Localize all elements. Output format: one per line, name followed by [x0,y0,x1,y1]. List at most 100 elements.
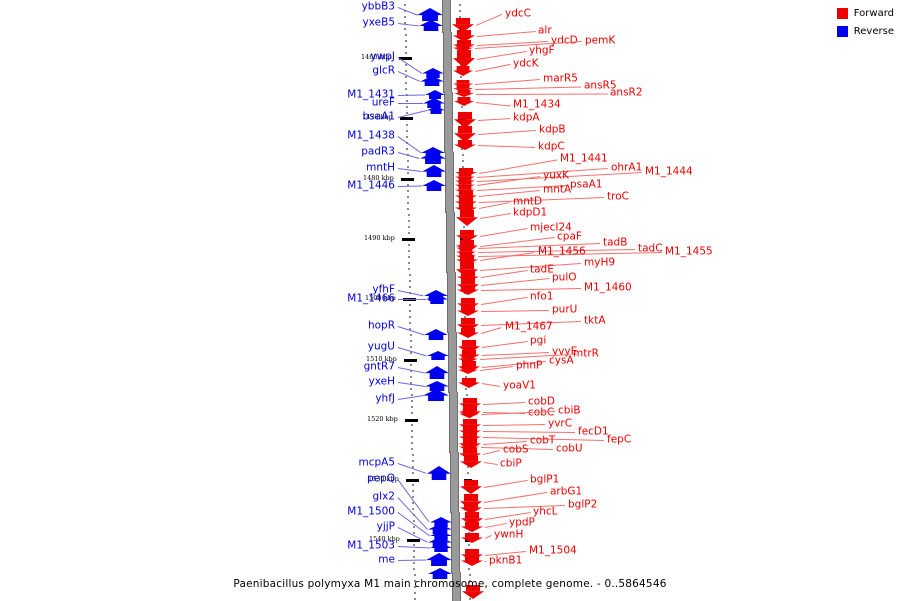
gene-label-reverse[interactable]: hopR [367,319,395,332]
gene-glyph-reverse[interactable] [422,68,445,78]
gene-label-forward[interactable]: myH9 [584,256,616,269]
gene-label-forward[interactable]: tadB [603,236,628,249]
gene-label-forward[interactable]: M1_1455 [665,245,713,258]
gene-glyph-forward[interactable] [457,306,480,316]
gene-glyph-reverse[interactable] [424,90,445,99]
gene-label-reverse[interactable]: ywpJ [370,50,395,63]
gene-glyph-forward[interactable] [455,210,478,226]
gene-label-reverse[interactable]: glcR [372,64,395,77]
gene-label-reverse[interactable]: padR3 [361,145,395,158]
gene-label-reverse[interactable]: yxeB5 [362,16,395,29]
gene-glyph-reverse[interactable] [425,366,450,379]
gene-glyph-forward[interactable] [454,126,477,142]
gene-glyph-forward[interactable] [458,366,479,374]
gene-glyph-reverse[interactable] [423,389,450,401]
gene-label-forward[interactable]: ansR2 [610,86,643,99]
gene-glyph-forward[interactable] [452,50,475,68]
gene-glyph-forward[interactable] [453,90,474,97]
gene-label-forward[interactable]: alr [538,24,552,37]
gene-label-forward[interactable]: fecD1 [578,425,609,438]
gene-glyph-reverse[interactable] [426,466,451,480]
gene-glyph-forward[interactable] [457,355,478,363]
gene-label-forward[interactable]: arbG1 [550,485,583,498]
gene-label-forward[interactable]: M1_1444 [645,165,693,178]
gene-label-reverse[interactable]: glx2 [372,490,395,503]
gene-label-forward[interactable]: cbiP [500,457,522,470]
gene-label-reverse[interactable]: pepQ [366,472,395,485]
gene-label-reverse[interactable]: ybbB3 [361,0,395,13]
gene-glyph-forward[interactable] [461,585,484,599]
gene-label-forward[interactable]: cobC [528,406,555,419]
legend-reverse[interactable]: Reverse [836,24,894,39]
gene-label-forward[interactable]: yhcL [533,505,558,518]
gene-label-forward[interactable]: ydcC [505,7,531,20]
gene-label-forward[interactable]: pknB1 [489,554,523,567]
gene-label-forward[interactable]: cobD [528,395,555,408]
gene-label-forward[interactable]: tktA [584,314,606,327]
gene-label-forward[interactable]: pemK [585,34,616,47]
gene-label-forward[interactable]: M1_1467 [505,320,553,333]
gene-glyph-forward[interactable] [453,66,474,76]
gene-label-reverse[interactable]: M1_1466 [347,292,395,305]
gene-label-forward[interactable]: M1_1460 [584,281,632,294]
gene-label-forward[interactable]: phnP [516,359,543,372]
gene-glyph-forward[interactable] [457,328,480,338]
gene-label-forward[interactable]: M1_1456 [538,245,586,258]
gene-glyph-forward[interactable] [461,556,484,566]
gene-glyph-forward[interactable] [456,285,479,295]
gene-label-forward[interactable]: yuxK [543,169,569,182]
gene-glyph-reverse[interactable] [426,106,445,114]
gene-glyph-reverse[interactable] [426,553,453,566]
gene-label-reverse[interactable]: yhfJ [375,392,395,405]
gene-label-forward[interactable]: cobS [503,443,529,456]
gene-label-forward[interactable]: yoaV1 [503,379,536,392]
gene-glyph-forward[interactable] [452,44,473,52]
gene-label-reverse[interactable]: M1_1438 [347,129,395,142]
gene-glyph-reverse[interactable] [425,294,448,304]
gene-glyph-reverse[interactable] [419,20,444,31]
gene-label-forward[interactable]: cobU [556,442,583,455]
gene-label-forward[interactable]: M1_1504 [529,544,577,557]
gene-label-forward[interactable]: yhgF [529,44,555,57]
gene-label-reverse[interactable]: M1_1503 [347,539,395,552]
gene-glyph-forward[interactable] [458,410,479,418]
gene-label-forward[interactable]: ypdP [509,516,535,529]
gene-label-forward[interactable]: cbiB [558,404,581,417]
gene-label-forward[interactable]: nfo1 [530,290,554,303]
gene-label-reverse[interactable]: yfhF [372,283,395,296]
gene-label-forward[interactable]: kdpA [513,111,540,124]
gene-label-forward[interactable]: kdpC [538,140,565,153]
gene-label-forward[interactable]: pulO [552,271,577,284]
gene-label-forward[interactable]: M1_1434 [513,98,561,111]
gene-glyph-forward[interactable] [453,112,476,128]
legend-forward[interactable]: Forward [836,6,894,21]
gene-glyph-forward[interactable] [458,378,481,388]
gene-label-forward[interactable]: mtrR [573,347,599,360]
gene-label-forward[interactable]: ydcK [513,57,539,70]
gene-glyph-forward[interactable] [452,30,475,42]
gene-label-forward[interactable]: tadC [638,242,663,255]
gene-glyph-reverse[interactable] [428,568,453,579]
gene-glyph-reverse[interactable] [419,152,446,164]
gene-glyph-forward[interactable] [460,480,482,494]
gene-label-forward[interactable]: bglP2 [568,498,598,511]
gene-label-reverse[interactable]: M1_1431 [347,88,395,101]
gene-glyph-forward[interactable] [460,533,483,543]
gene-label-reverse[interactable]: ureF [371,96,395,109]
gene-label-forward[interactable]: ansR5 [584,79,617,92]
gene-label-forward[interactable]: ydcD [551,34,578,47]
gene-label-forward[interactable]: psaA1 [570,178,603,191]
gene-label-forward[interactable]: marR5 [543,72,578,85]
gene-glyph-forward[interactable] [460,502,483,514]
gene-label-forward[interactable]: mntD [513,195,543,208]
gene-glyph-forward[interactable] [454,140,477,150]
gene-label-forward[interactable]: cysA [549,354,574,367]
gene-label-forward[interactable]: yvrC [548,417,573,430]
gene-label-reverse[interactable]: yjjP [376,520,395,533]
gene-label-forward[interactable]: pgi [530,334,547,347]
gene-label-forward[interactable]: bglP1 [530,473,560,486]
gene-glyph-forward[interactable] [459,456,482,468]
gene-label-reverse[interactable]: bsaA1 [362,110,395,123]
gene-glyph-reverse[interactable] [426,351,449,360]
gene-label-forward[interactable]: yvyE [552,345,578,358]
